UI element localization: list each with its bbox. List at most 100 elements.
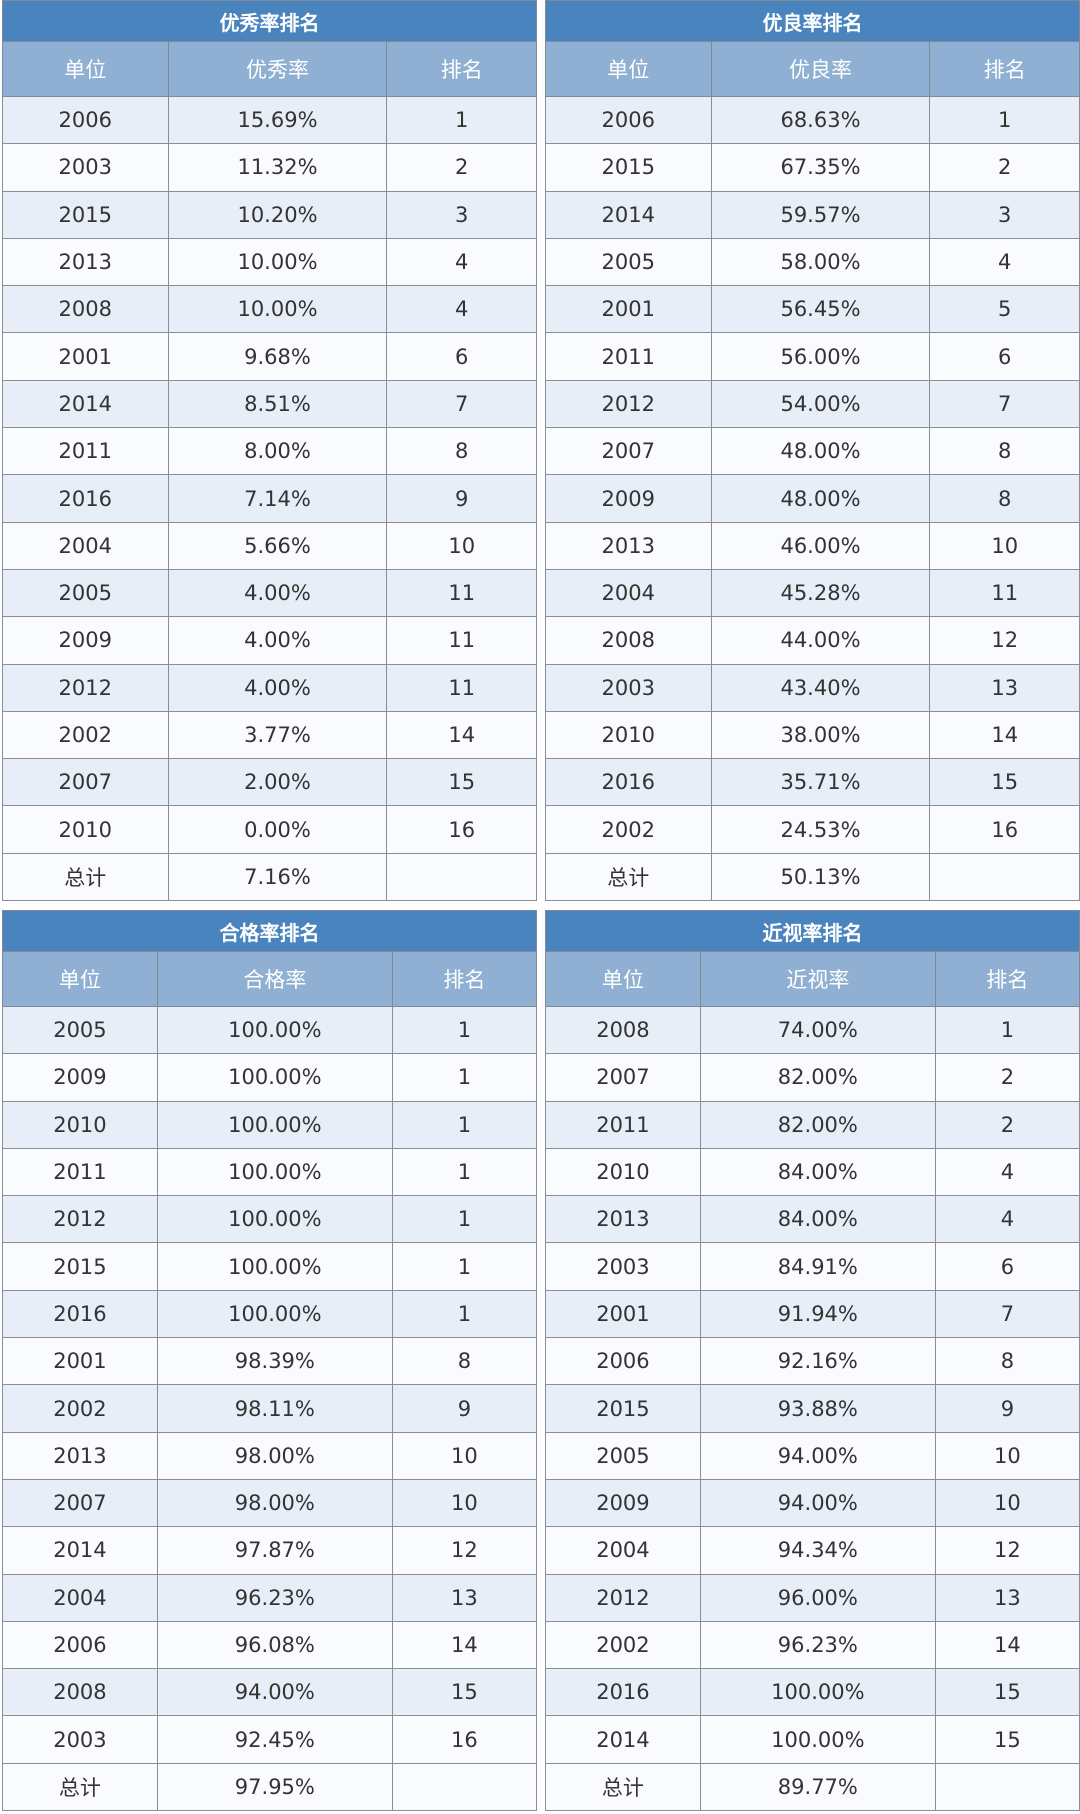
unit-cell: 2014 [545, 1715, 701, 1764]
rank-cell: 15 [929, 758, 1080, 807]
table-row: 2002 3.77% 14 [2, 710, 537, 760]
rate-cell: 82.00% [699, 1100, 936, 1149]
rate-cell: 84.00% [699, 1195, 936, 1244]
rate-cell: 10.20% [167, 190, 388, 239]
rank-cell: 12 [391, 1526, 538, 1575]
unit-cell: 2002 [545, 1620, 701, 1670]
rank-cell: 5 [929, 285, 1080, 334]
table-row: 2012 4.00% 11 [2, 663, 537, 712]
rank-cell: 1 [934, 1005, 1080, 1055]
unit-column-header: 单位 [545, 951, 701, 1007]
unit-cell: 2005 [545, 1431, 701, 1480]
rank-cell: 14 [386, 710, 537, 760]
rate-cell: 100.00% [699, 1715, 936, 1764]
rank-cell: 14 [934, 1620, 1080, 1670]
total-label: 总计 [545, 1762, 701, 1812]
unit-cell: 2004 [545, 1526, 701, 1575]
table-row: 2006 68.63% 1 [545, 95, 1080, 145]
rank-cell: 7 [386, 379, 537, 429]
unit-cell: 2006 [2, 95, 169, 145]
rank-cell: 11 [929, 568, 1080, 618]
rate-cell: 4.00% [167, 616, 388, 665]
table-row: 2003 84.91% 6 [545, 1242, 1080, 1291]
rate-cell: 100.00% [699, 1668, 936, 1717]
unit-cell: 2005 [2, 1005, 158, 1055]
unit-cell: 2006 [545, 95, 712, 145]
rank-column-header: 排名 [391, 951, 538, 1007]
rank-cell: 16 [386, 805, 537, 854]
table-row: 2011 82.00% 2 [545, 1100, 1080, 1149]
table-row: 2007 48.00% 8 [545, 427, 1080, 476]
rank-cell: 6 [386, 332, 537, 381]
rate-cell: 11.32% [167, 143, 388, 192]
unit-cell: 2010 [2, 1100, 158, 1149]
ranking-table: 合格率排名 单位 合格率 排名 2005 100.00% 1 2009 100.00% 1 2010… [2, 910, 538, 1812]
table-row: 2014 59.57% 3 [545, 190, 1080, 239]
rate-column-header: 优秀率 [167, 41, 388, 97]
unit-cell: 2010 [2, 805, 169, 854]
rate-cell: 56.00% [710, 332, 931, 381]
table-title: 优良率排名 [545, 0, 1080, 42]
table-row: 2011 100.00% 1 [2, 1147, 538, 1197]
table-row: 2002 96.23% 14 [545, 1620, 1080, 1670]
table-row: 2008 10.00% 4 [2, 285, 537, 334]
unit-cell: 2008 [545, 1005, 701, 1055]
unit-cell: 2014 [2, 379, 169, 429]
total-row: 总计 7.16% [2, 852, 537, 902]
rate-column-header: 合格率 [156, 951, 393, 1007]
table-row: 2014 97.87% 12 [2, 1526, 538, 1575]
rank-cell: 8 [386, 427, 537, 476]
unit-cell: 2008 [2, 1668, 158, 1717]
table-row: 2010 84.00% 4 [545, 1147, 1080, 1197]
unit-cell: 2009 [2, 616, 169, 665]
myopia-rate-panel: 近视率排名 单位 近视率 排名 2008 74.00% 1 2007 82.00% 2 2011 82… [545, 910, 1080, 1812]
unit-cell: 2003 [2, 1715, 158, 1764]
total-rate: 50.13% [710, 852, 931, 902]
rank-cell: 3 [386, 190, 537, 239]
rate-cell: 97.87% [156, 1526, 393, 1575]
table-row: 2002 24.53% 16 [545, 805, 1080, 854]
rank-column-header: 排名 [934, 951, 1080, 1007]
total-label: 总计 [2, 1762, 158, 1812]
rate-cell: 45.28% [710, 568, 931, 618]
table-row: 2004 5.66% 10 [2, 521, 537, 570]
rate-cell: 43.40% [710, 663, 931, 712]
rank-cell: 4 [929, 237, 1080, 287]
table-row: 2012 100.00% 1 [2, 1195, 538, 1244]
rate-cell: 94.34% [699, 1526, 936, 1575]
unit-column-header: 单位 [545, 41, 712, 97]
total-rank [934, 1762, 1080, 1812]
table-row: 2004 94.34% 12 [545, 1526, 1080, 1575]
good-rate-panel: 优良率排名 单位 优良率 排名 2006 68.63% 1 2015 67.35% 2 2014 59… [545, 0, 1080, 902]
rate-cell: 8.51% [167, 379, 388, 429]
table-row: 2009 48.00% 8 [545, 474, 1080, 523]
rank-cell: 1 [391, 1289, 538, 1339]
unit-cell: 2011 [545, 1100, 701, 1149]
table-row: 2012 54.00% 7 [545, 379, 1080, 429]
rate-cell: 100.00% [156, 1147, 393, 1197]
unit-cell: 2007 [545, 1053, 701, 1102]
unit-cell: 2014 [2, 1526, 158, 1575]
table-row: 2009 4.00% 11 [2, 616, 537, 665]
table-row: 2012 96.00% 13 [545, 1573, 1080, 1622]
rank-cell: 12 [929, 616, 1080, 665]
unit-cell: 2015 [2, 190, 169, 239]
table-row: 2016 7.14% 9 [2, 474, 537, 523]
rank-cell: 15 [386, 758, 537, 807]
rank-cell: 1 [391, 1100, 538, 1149]
unit-cell: 2010 [545, 1147, 701, 1197]
table-row: 2003 92.45% 16 [2, 1715, 538, 1764]
rank-cell: 11 [386, 568, 537, 618]
rate-cell: 9.68% [167, 332, 388, 381]
rank-cell: 15 [934, 1668, 1080, 1717]
rate-cell: 4.00% [167, 568, 388, 618]
rank-cell: 14 [929, 710, 1080, 760]
table-title: 优秀率排名 [2, 0, 537, 42]
rank-cell: 9 [391, 1384, 538, 1433]
unit-cell: 2007 [545, 427, 712, 476]
rate-cell: 92.16% [699, 1337, 936, 1386]
rate-cell: 15.69% [167, 95, 388, 145]
rank-cell: 2 [934, 1053, 1080, 1102]
rank-column-header: 排名 [386, 41, 537, 97]
rate-cell: 3.77% [167, 710, 388, 760]
